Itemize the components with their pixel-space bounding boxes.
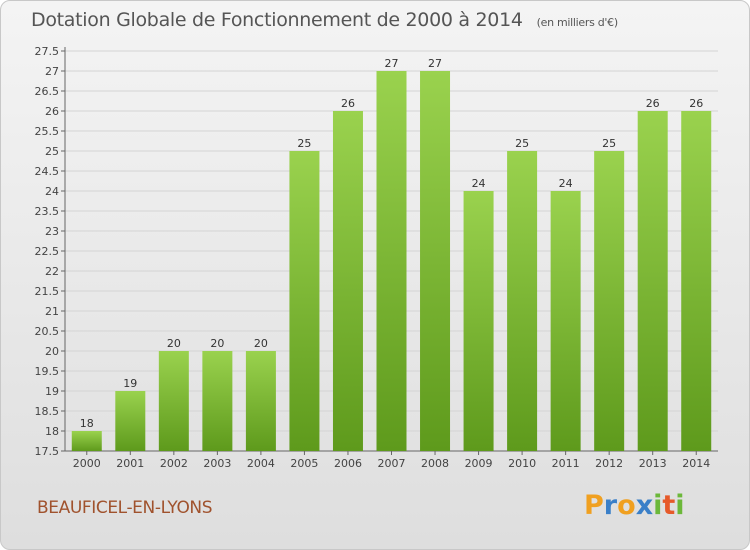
y-tick-label: 25 [45,145,59,158]
data-label-2003: 20 [210,337,224,350]
data-label-2004: 20 [254,337,268,350]
y-tick-label: 27.5 [35,45,60,58]
data-label-2014: 26 [689,97,703,110]
y-tick-label: 21 [45,305,59,318]
y-tick-labels: 17.5 18 18.5 19 19.5 20 20.5 21 21.5 22 22.5 23 23.5… [35,45,60,458]
bar-2007 [376,71,407,451]
bar-2010 [507,151,538,451]
y-tick-label: 23 [45,225,59,238]
logo-letter: i [675,490,685,521]
commune-name: BEAUFICEL-EN-LYONS [37,498,213,518]
y-tick-label: 27 [45,65,59,78]
y-tick-label: 24.5 [35,165,60,178]
data-label-2005: 25 [297,137,311,150]
y-tick-label: 18 [45,425,59,438]
x-tick-label-2004: 2004 [247,457,275,470]
bar-2003 [202,351,233,451]
y-tick-label: 25.5 [35,125,60,138]
data-label-2007: 27 [385,57,399,70]
logo-letter: x [635,490,654,521]
bar-2012 [594,151,625,451]
bar-2008 [420,71,451,451]
data-labels: 18 19 20 20 20 25 26 27 27 24 25 24 25 26 26 [80,57,703,430]
y-tick-label: 26.5 [35,85,60,98]
bars [71,71,712,451]
y-tick-label: 20 [45,345,59,358]
y-tick-label: 22.5 [35,245,60,258]
data-label-2001: 19 [123,377,137,390]
data-label-2000: 18 [80,417,94,430]
x-tick-label-2002: 2002 [160,457,188,470]
y-tick-label: 26 [45,105,59,118]
bar-2005 [289,151,320,451]
data-label-2009: 24 [472,177,486,190]
data-label-2010: 25 [515,137,529,150]
y-tick-label: 19 [45,385,59,398]
x-tick-label-2001: 2001 [116,457,144,470]
x-tick-label-2000: 2000 [73,457,101,470]
x-tick-label-2011: 2011 [552,457,580,470]
y-tick-label: 19.5 [35,365,60,378]
x-tick-label-2005: 2005 [290,457,318,470]
bar-2011 [550,191,581,451]
x-tick-label-2010: 2010 [508,457,536,470]
bar-2001 [115,391,146,451]
logo-letter: o [617,490,636,521]
data-label-2006: 26 [341,97,355,110]
y-tick-label: 23.5 [35,205,60,218]
logo-letter: P [584,490,604,521]
x-tick-label-2014: 2014 [682,457,710,470]
chart-subtitle: (en milliers d'€) [536,16,618,29]
x-tick-label-2003: 2003 [203,457,231,470]
data-label-2002: 20 [167,337,181,350]
x-tick-labels: 2000 2001 2002 2003 2004 2005 2006 2007 2008 2009… [73,457,710,470]
bar-2009 [463,191,494,451]
bar-2004 [245,351,276,451]
bar-2002 [158,351,189,451]
y-tick-label: 24 [45,185,59,198]
x-tick-label-2012: 2012 [595,457,623,470]
bar-2014 [681,111,712,451]
data-label-2013: 26 [646,97,660,110]
x-tick-label-2008: 2008 [421,457,449,470]
y-tick-label: 22 [45,265,59,278]
bar-2013 [637,111,668,451]
logo-letter: i [653,490,663,521]
chart-title: Dotation Globale de Fonctionnement de 20… [31,9,618,31]
x-tick-label-2009: 2009 [465,457,493,470]
data-label-2008: 27 [428,57,442,70]
data-label-2012: 25 [602,137,616,150]
y-tick-label: 18.5 [35,405,60,418]
x-tick-label-2013: 2013 [639,457,667,470]
proxiti-logo[interactable]: Proxiti [584,490,685,521]
data-label-2011: 24 [559,177,573,190]
y-tick-label: 17.5 [35,445,60,458]
x-tick-label-2007: 2007 [378,457,406,470]
logo-letter: t [662,490,676,521]
bar-2006 [332,111,363,451]
y-tick-label: 21.5 [35,285,60,298]
y-tick-label: 20.5 [35,325,60,338]
bar-2000 [71,431,102,451]
logo-letter: r [603,490,618,521]
x-tick-label-2006: 2006 [334,457,362,470]
